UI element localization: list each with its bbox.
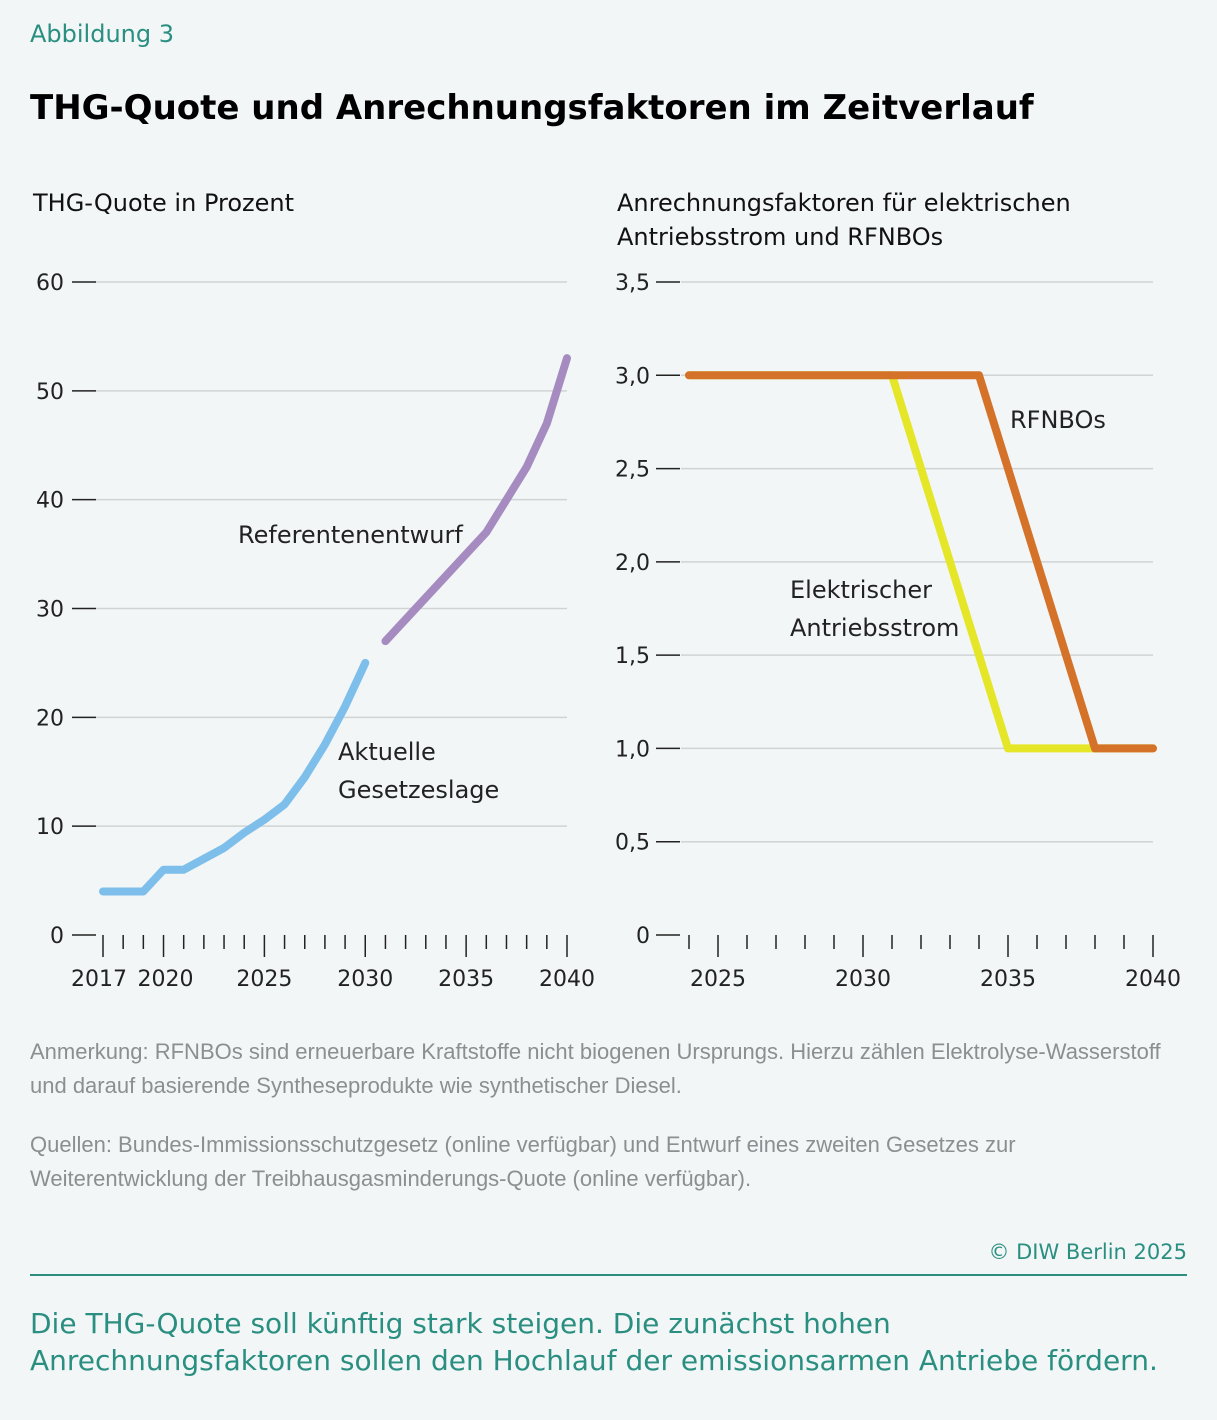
right-chart-title-line: Anrechnungsfaktoren für elektrischen xyxy=(617,189,1071,217)
y-tick-label: 1,0 xyxy=(615,737,650,762)
copyright: © DIW Berlin 2025 xyxy=(988,1240,1187,1264)
x-tick-label: 2020 xyxy=(138,967,194,992)
series-label: RFNBOs xyxy=(1010,406,1106,434)
y-tick-label: 30 xyxy=(36,598,64,623)
note: Anmerkung: RFNBOs sind erneuerbare Kraft… xyxy=(30,1039,1161,1098)
x-tick-label: 2025 xyxy=(690,967,746,992)
y-tick-label: 20 xyxy=(36,706,64,731)
y-tick-label: 1,5 xyxy=(615,644,650,669)
figure-title: THG-Quote und Anrechnungsfaktoren im Zei… xyxy=(30,88,1034,128)
series-label: Aktuelle xyxy=(338,738,436,766)
y-tick-label: 40 xyxy=(36,489,64,514)
right-chart-title: Anrechnungsfaktoren für elektrischen Ant… xyxy=(617,186,1071,254)
x-tick-label: 2017 xyxy=(71,967,127,992)
series-line-referentenentwurf xyxy=(381,354,571,646)
sources: Quellen: Bundes-Immissionsschutzgesetz (… xyxy=(30,1132,1016,1191)
y-tick-label: 2,5 xyxy=(615,458,650,483)
series-label: Referentenentwurf xyxy=(238,521,463,549)
y-tick-label: 3,0 xyxy=(615,364,650,389)
y-tick-label: 0 xyxy=(50,924,64,949)
x-tick-label: 2040 xyxy=(1125,967,1181,992)
x-tick-label: 2030 xyxy=(337,967,393,992)
left-chart-title: THG-Quote in Prozent xyxy=(33,189,294,217)
divider xyxy=(30,1274,1187,1276)
series-line-rfnbos xyxy=(685,371,1157,753)
figure-label: Abbildung 3 xyxy=(30,20,175,48)
series-label: Antriebsstrom xyxy=(790,614,959,642)
x-tick-label: 2040 xyxy=(539,967,595,992)
x-tick-label: 2025 xyxy=(236,967,292,992)
y-tick-label: 50 xyxy=(36,380,64,405)
y-tick-label: 10 xyxy=(36,815,64,840)
series-label: Gesetzeslage xyxy=(338,776,499,804)
y-tick-label: 3,5 xyxy=(615,271,650,296)
series-line-aktuelle-gesetzeslage xyxy=(99,658,370,896)
right-chart-title-line: Antriebsstrom und RFNBOs xyxy=(617,223,944,251)
y-tick-label: 0,5 xyxy=(615,831,650,856)
series-label: Elektrischer xyxy=(790,576,932,604)
y-tick-label: 0 xyxy=(636,924,650,949)
x-tick-label: 2035 xyxy=(980,967,1036,992)
y-tick-label: 2,0 xyxy=(615,551,650,576)
y-tick-label: 60 xyxy=(36,271,64,296)
summary: Die THG-Quote soll künftig stark steigen… xyxy=(30,1307,1158,1377)
x-tick-label: 2035 xyxy=(438,967,494,992)
x-tick-label: 2030 xyxy=(835,967,891,992)
